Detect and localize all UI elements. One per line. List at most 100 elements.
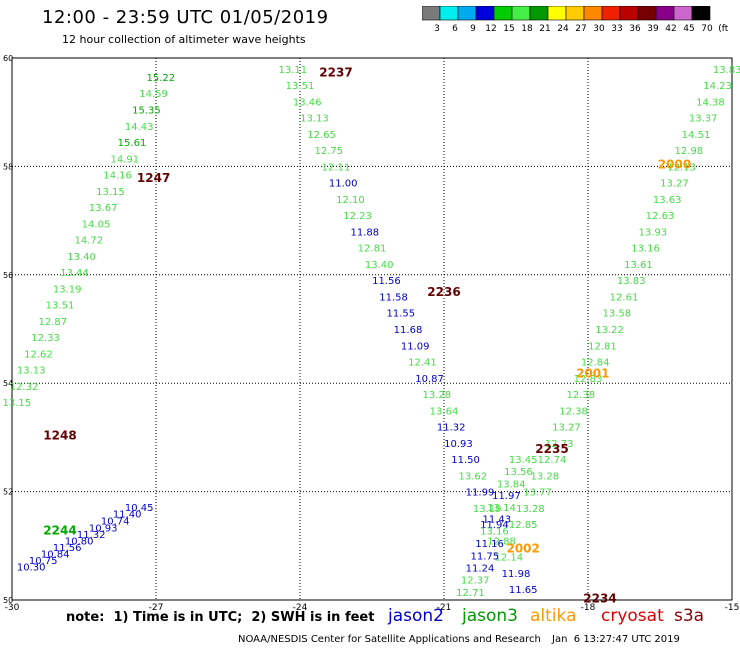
color-swatch [691, 6, 711, 21]
track-time-label: 2236 [427, 285, 460, 299]
footer-note: note: 1) Time is in UTC; 2) SWH is in fe… [66, 610, 375, 625]
wave-height-label: 12.13 [667, 162, 696, 173]
wave-height-label: 10.80 [65, 536, 94, 547]
wave-height-label: 13.51 [286, 81, 315, 92]
wave-height-label: 13.16 [480, 527, 509, 538]
wave-height-label: 11.16 [475, 539, 504, 550]
color-scale-tick: 27 [575, 24, 586, 34]
wave-height-label: 11.50 [451, 455, 480, 466]
generated-timestamp: Jan 6 13:27:47 UTC 2019 [552, 634, 680, 645]
wave-height-label: 10.93 [444, 439, 473, 450]
wave-height-label: 13.15 [2, 398, 31, 409]
x-tick-label: -15 [725, 603, 740, 613]
wave-height-label: 11.88 [350, 227, 379, 238]
wave-height-label: 11.75 [470, 552, 499, 563]
wave-height-label: 14.23 [703, 81, 732, 92]
wave-height-label: 12.38 [566, 390, 595, 401]
wave-height-label: 13.93 [638, 227, 667, 238]
wave-height-label: 11.55 [386, 309, 415, 320]
wave-height-label: 11.32 [77, 530, 106, 541]
wave-height-label: 13.22 [595, 325, 624, 336]
x-tick-label: -21 [437, 603, 452, 613]
wave-height-label: 11.40 [113, 509, 142, 520]
color-scale-tick: 18 [521, 24, 533, 34]
wave-height-label: 11.97 [492, 491, 521, 502]
wave-height-label: 12.87 [38, 317, 67, 328]
wave-height-label: 13.67 [89, 203, 118, 214]
wave-height-label: 11.43 [482, 515, 511, 526]
track-time-label: 1247 [137, 171, 170, 185]
x-tick-label: -24 [293, 603, 308, 613]
y-tick-label: 50 [3, 596, 13, 605]
wave-height-label: 12.85 [509, 520, 538, 531]
wave-height-label: 13.27 [660, 179, 689, 190]
legend-jason3: jason3 [462, 606, 518, 626]
wave-height-label: 13.19 [53, 284, 82, 295]
wave-height-label: 12.11 [322, 162, 351, 173]
legend-jason2: jason2 [388, 606, 444, 626]
track-time-label: 2001 [576, 366, 609, 380]
wave-height-label: 12.41 [408, 358, 437, 369]
wave-height-label: 14.38 [696, 97, 725, 108]
wave-height-label: 13.63 [653, 195, 682, 206]
color-scale-tick: 6 [452, 24, 458, 34]
color-scale-tick: 24 [557, 24, 569, 34]
wave-height-label: 13.16 [631, 244, 660, 255]
track-time-label: 2244 [43, 524, 76, 538]
wave-height-label: 12.84 [581, 358, 610, 369]
wave-height-label: 13.77 [523, 488, 552, 499]
chart-title: 12:00 - 23:59 UTC 01/05/2019 [42, 7, 329, 28]
wave-height-label: 12.88 [487, 536, 516, 547]
wave-height-label: 12.23 [343, 211, 372, 222]
credit-line: NOAA/NESDIS Center for Satellite Applica… [238, 634, 541, 645]
wave-height-label: 11.68 [394, 325, 423, 336]
wave-height-label: 10.87 [415, 374, 444, 385]
wave-height-label: 10.30 [17, 562, 46, 573]
wave-height-label: 13.56 [504, 467, 533, 478]
wave-height-label: 12.10 [336, 195, 365, 206]
wave-height-label: 13.61 [624, 260, 653, 271]
wave-height-label: 12.62 [24, 349, 53, 360]
wave-height-label: 14.51 [682, 130, 711, 141]
color-scale-tick: (ft) [718, 24, 728, 34]
wave-height-label: 12.61 [610, 292, 639, 303]
wave-height-label: 13.19 [473, 504, 502, 515]
wave-height-label: 11.65 [509, 585, 538, 596]
wave-height-label: 11.99 [466, 488, 495, 499]
chart-subtitle: 12 hour collection of altimeter wave hei… [62, 33, 306, 46]
wave-height-label: 10.75 [29, 556, 58, 567]
y-tick-label: 58 [3, 162, 13, 171]
legend-s3a: s3a [674, 606, 705, 626]
wave-height-label: 12.74 [538, 455, 567, 466]
wave-height-label: 14.59 [139, 89, 168, 100]
wave-height-label: 13.64 [430, 406, 459, 417]
wave-height-label: 11.24 [466, 563, 495, 574]
wave-height-label: 10.74 [101, 516, 130, 527]
wave-height-label: 13.45 [509, 455, 538, 466]
wave-height-label: 11.98 [502, 569, 531, 580]
wave-height-label: 13.58 [602, 309, 631, 320]
wave-height-label: 12.75 [314, 146, 343, 157]
wave-height-label: 15.22 [146, 73, 175, 84]
wave-height-label: 12.38 [559, 406, 588, 417]
wave-height-label: 13.83 [617, 276, 646, 287]
wave-height-label: 13.46 [293, 97, 322, 108]
wave-height-label: 10.84 [41, 549, 70, 560]
color-scale-tick: 9 [470, 24, 476, 34]
wave-height-label: 10.93 [89, 523, 118, 534]
track-time-label: 2000 [658, 158, 691, 172]
track-time-label: 1248 [43, 429, 76, 443]
wave-height-label: 13.62 [458, 471, 487, 482]
wave-height-label: 13.40 [365, 260, 394, 271]
color-scale-tick: 15 [503, 24, 514, 34]
wave-height-label: 12.63 [646, 211, 675, 222]
wave-height-label: 12.83 [574, 374, 603, 385]
color-scale-tick: 3 [434, 24, 440, 34]
wave-height-label: 13.27 [552, 423, 581, 434]
color-scale-tick: 70 [701, 24, 713, 34]
wave-height-label: 11.56 [53, 543, 82, 554]
wave-height-label: 15.61 [118, 138, 147, 149]
wave-height-label: 11.58 [379, 292, 408, 303]
